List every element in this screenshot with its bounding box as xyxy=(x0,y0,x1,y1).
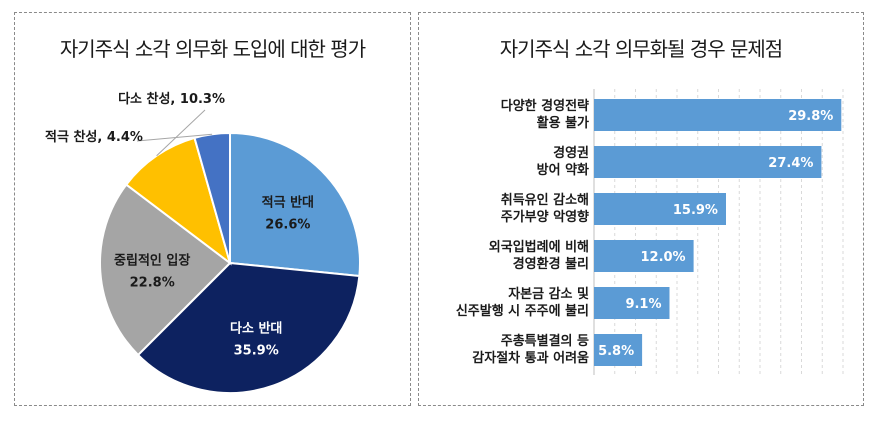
bar-category-label: 경영환경 불리 xyxy=(513,256,589,272)
bar-category-label: 활용 불가 xyxy=(537,115,589,131)
pie-chart: 적극 반대 26.6% 다소 반대 35.9% 중립적인 입장 22.8% 다소 찬성, 1… xyxy=(45,91,361,394)
pie-slice xyxy=(99,183,232,357)
bar-category-label: 방어 약화 xyxy=(537,162,589,178)
bar-value-label: 12.0% xyxy=(640,250,685,265)
pie-slice-label: 다소 반대 xyxy=(230,320,282,336)
bar xyxy=(594,334,643,366)
pie-outside-label: 적극 찬성, 4.4% xyxy=(45,129,143,145)
bar-category-label: 외국입법례에 비해 xyxy=(489,239,589,255)
pie-slice-label: 적극 반대 xyxy=(262,195,314,211)
pie-leader-line xyxy=(136,133,213,142)
bar-value-label: 5.8% xyxy=(598,344,634,359)
pie-slice xyxy=(124,136,232,266)
bar-category-label: 신주발행 시 주주에 불리 xyxy=(456,303,589,319)
bar xyxy=(594,240,694,272)
pie-slice-value: 26.6% xyxy=(265,218,310,233)
pie-slice-value: 35.9% xyxy=(234,343,279,358)
bar-value-label: 9.1% xyxy=(625,297,661,312)
pie-outside-label: 다소 찬성, 10.3% xyxy=(118,91,225,107)
bar-category-label: 자본금 감소 및 xyxy=(508,287,589,302)
bar-category-label: 주총특별결의 등 xyxy=(501,333,589,349)
bar-category-label: 다양한 경영전략 xyxy=(501,98,589,114)
pie-chart-panel: 자기주식 소각 의무화 도입에 대한 평가 적극 반대 26.6% 다소 반대 35.… xyxy=(14,12,411,406)
bar-value-label: 15.9% xyxy=(673,203,718,218)
pie-slice-label: 중립적인 입장 xyxy=(114,252,190,268)
bar xyxy=(594,99,842,131)
bar-value-label: 29.8% xyxy=(788,109,833,124)
bar xyxy=(594,287,670,319)
bar-category-label: 경영권 xyxy=(553,145,589,161)
pie-slice-value: 22.8% xyxy=(130,275,175,290)
bar-value-label: 27.4% xyxy=(768,156,813,171)
bar-category-label: 감자절차 통과 어려움 xyxy=(472,350,589,366)
pie-chart-title: 자기주식 소각 의무화 도입에 대한 평가 xyxy=(59,37,366,61)
bar xyxy=(594,193,726,225)
pie-leader-line xyxy=(156,109,206,157)
bar-chart-panel: 자기주식 소각 의무화될 경우 문제점 29.8% 다양한 경영전략 활용 불가 27… xyxy=(418,12,864,406)
bar-category-label: 취득유인 감소해 xyxy=(501,192,589,208)
bar-chart-title: 자기주식 소각 의무화될 경우 문제점 xyxy=(499,37,783,61)
bar-category-label: 주가부양 악영향 xyxy=(501,209,589,225)
bar xyxy=(594,146,822,178)
pie-slice xyxy=(229,131,361,278)
pie-slice xyxy=(136,261,361,394)
